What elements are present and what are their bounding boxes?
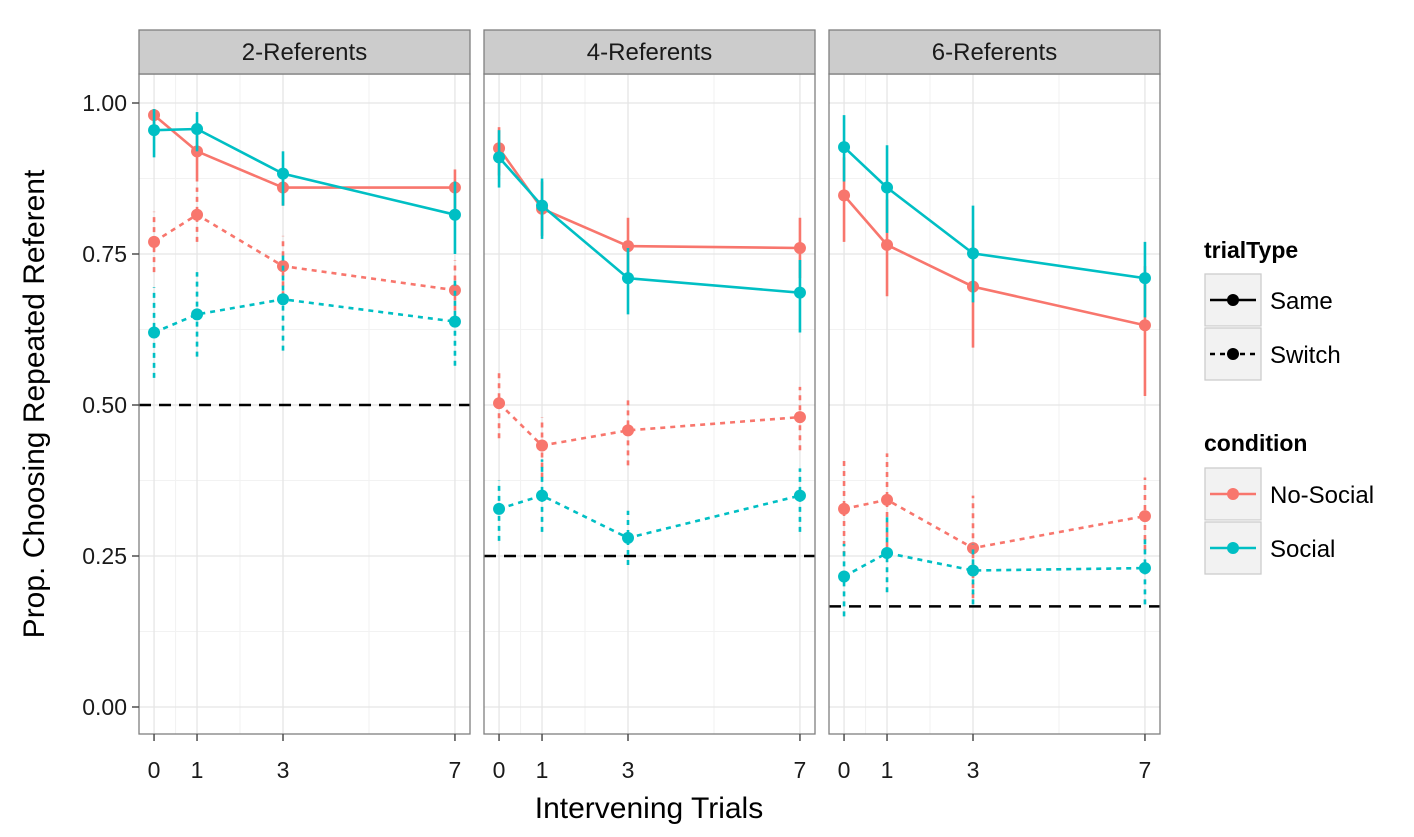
legend-title: condition bbox=[1204, 430, 1307, 456]
data-point bbox=[838, 570, 851, 583]
series-line-no-social-switch bbox=[498, 402, 801, 447]
x-tick-label: 1 bbox=[881, 757, 894, 783]
data-point bbox=[1138, 562, 1151, 575]
data-point bbox=[838, 189, 851, 202]
legend-label: Switch bbox=[1270, 342, 1341, 369]
data-point bbox=[191, 122, 204, 135]
series-line-social-same bbox=[843, 146, 1146, 280]
data-point bbox=[191, 308, 204, 321]
data-point bbox=[277, 167, 290, 180]
data-point bbox=[838, 502, 851, 515]
data-point bbox=[622, 272, 635, 285]
x-tick-label: 1 bbox=[191, 757, 204, 783]
x-tick-label: 7 bbox=[449, 757, 462, 783]
data-point bbox=[191, 208, 204, 221]
data-point bbox=[622, 240, 635, 253]
series-line-social-switch bbox=[498, 494, 801, 540]
data-point bbox=[493, 502, 506, 515]
data-point bbox=[493, 397, 506, 410]
y-tick-label: 1.00 bbox=[82, 90, 127, 116]
legend-label: Social bbox=[1270, 536, 1335, 563]
legend-key-point bbox=[1227, 542, 1239, 554]
series-line-no-social-switch bbox=[843, 498, 1146, 550]
series-line-no-social-switch bbox=[153, 213, 456, 292]
data-point bbox=[148, 124, 161, 137]
data-point bbox=[881, 546, 894, 559]
panel-background bbox=[829, 74, 1160, 734]
y-tick-label: 0.25 bbox=[82, 543, 127, 569]
series-line-social-switch bbox=[153, 297, 456, 334]
x-axis-title: Intervening Trials bbox=[535, 792, 763, 825]
x-tick-label: 7 bbox=[1139, 757, 1152, 783]
series-line-social-switch bbox=[843, 551, 1146, 578]
panel-background bbox=[484, 74, 815, 734]
data-point bbox=[622, 424, 635, 437]
data-point bbox=[148, 326, 161, 339]
legend-key-point bbox=[1227, 488, 1239, 500]
data-point bbox=[448, 208, 461, 221]
legend-key-border bbox=[1204, 327, 1262, 381]
data-point bbox=[493, 151, 506, 164]
y-tick-label: 0.00 bbox=[82, 694, 127, 720]
legend-title: trialType bbox=[1204, 237, 1298, 263]
y-axis-title: Prop. Choosing Repeated Referent bbox=[18, 169, 51, 638]
data-point bbox=[793, 286, 806, 299]
series-line-social-same bbox=[153, 127, 456, 216]
x-tick-label: 7 bbox=[794, 757, 807, 783]
series-line-social-same bbox=[498, 156, 801, 294]
x-tick-label: 0 bbox=[148, 757, 161, 783]
data-point bbox=[536, 489, 549, 502]
data-point bbox=[793, 241, 806, 254]
data-point bbox=[967, 564, 980, 577]
series-line-no-social-same bbox=[843, 194, 1146, 327]
data-point bbox=[881, 181, 894, 194]
data-point bbox=[448, 315, 461, 328]
legend-key-point bbox=[1227, 294, 1239, 306]
facet-title: 6-Referents bbox=[932, 39, 1057, 66]
data-point bbox=[881, 238, 894, 251]
y-tick-label: 0.50 bbox=[82, 392, 127, 418]
data-point bbox=[148, 235, 161, 248]
data-point bbox=[622, 531, 635, 544]
data-point bbox=[838, 141, 851, 154]
data-point bbox=[1138, 510, 1151, 523]
x-tick-label: 0 bbox=[493, 757, 506, 783]
facet-title: 4-Referents bbox=[587, 39, 712, 66]
data-point bbox=[1138, 272, 1151, 285]
data-point bbox=[1138, 319, 1151, 332]
legend-label: No-Social bbox=[1270, 482, 1374, 509]
facet-strip bbox=[828, 29, 1161, 75]
series-line-no-social-same bbox=[153, 114, 455, 189]
x-tick-label: 0 bbox=[838, 757, 851, 783]
legend-key-border bbox=[1204, 521, 1262, 575]
data-point bbox=[277, 293, 290, 306]
series-line-no-social-same bbox=[497, 147, 801, 250]
data-point bbox=[793, 489, 806, 502]
data-point bbox=[881, 493, 894, 506]
data-point bbox=[536, 199, 549, 212]
facet-strip bbox=[483, 29, 816, 75]
data-point bbox=[536, 439, 549, 452]
data-point bbox=[448, 284, 461, 297]
x-tick-label: 3 bbox=[967, 757, 980, 783]
x-tick-label: 3 bbox=[277, 757, 290, 783]
y-tick-label: 0.75 bbox=[82, 241, 127, 267]
legend-key-border bbox=[1204, 273, 1262, 327]
legend-key-border bbox=[1204, 467, 1262, 521]
data-point bbox=[967, 542, 980, 555]
facet-strip bbox=[138, 29, 471, 75]
data-point bbox=[793, 411, 806, 424]
legend-label: Same bbox=[1270, 288, 1333, 315]
facet-title: 2-Referents bbox=[242, 39, 367, 66]
x-tick-label: 3 bbox=[622, 757, 635, 783]
x-tick-label: 1 bbox=[536, 757, 549, 783]
legend-key-point bbox=[1227, 348, 1239, 360]
data-point bbox=[967, 247, 980, 260]
